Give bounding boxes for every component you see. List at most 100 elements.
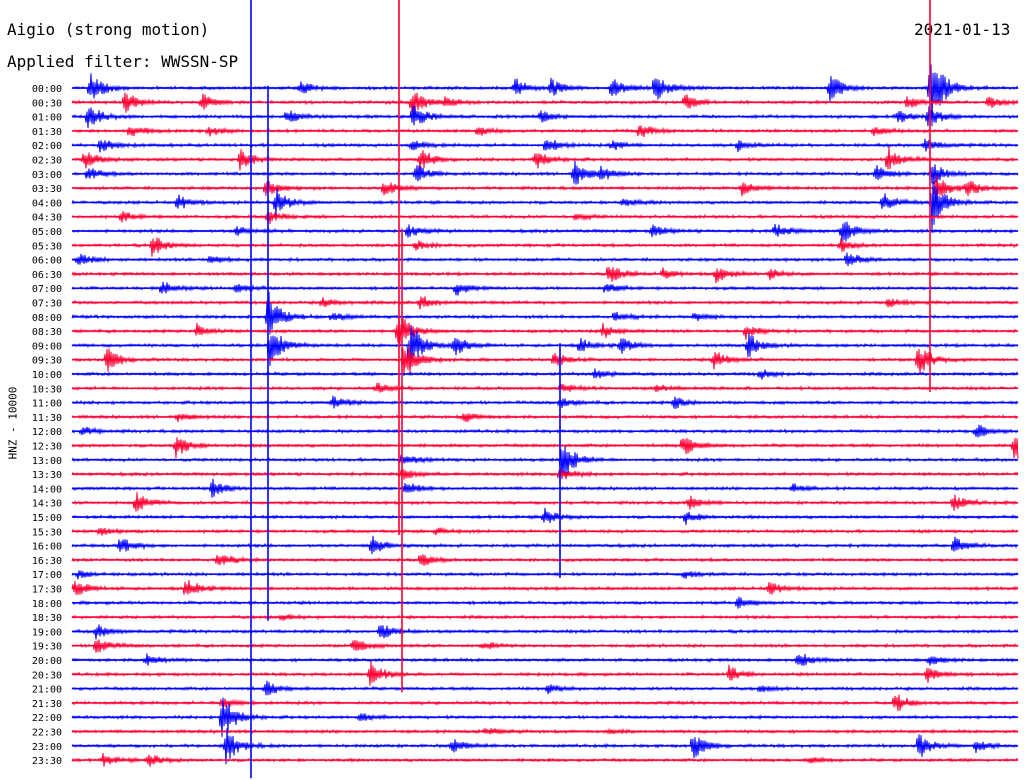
seismic-trace bbox=[71, 105, 1019, 129]
seismic-trace bbox=[71, 237, 1019, 257]
time-label: 12:00 bbox=[32, 427, 62, 438]
trace-group bbox=[71, 64, 1019, 767]
time-label: 04:30 bbox=[32, 213, 62, 224]
time-label-group: 00:00 00:30 01:00 01:30 02:00 02:30 03:00 03:30… bbox=[32, 84, 62, 767]
seismic-trace bbox=[71, 368, 1019, 380]
seismic-trace bbox=[71, 221, 1019, 242]
time-label: 05:00 bbox=[32, 227, 62, 238]
time-label: 03:30 bbox=[32, 184, 62, 195]
time-label: 13:30 bbox=[32, 470, 62, 481]
seismic-trace bbox=[71, 316, 1019, 345]
time-label: 10:00 bbox=[32, 370, 62, 381]
time-label: 18:30 bbox=[32, 613, 62, 624]
time-label: 14:00 bbox=[32, 484, 62, 495]
spike-group bbox=[250, 0, 931, 779]
seismic-trace bbox=[71, 138, 1019, 153]
time-label: 16:00 bbox=[32, 542, 62, 553]
time-label: 10:30 bbox=[32, 384, 62, 395]
seismic-trace bbox=[71, 325, 1019, 372]
time-label: 08:30 bbox=[32, 327, 62, 338]
seismic-trace bbox=[71, 267, 1019, 284]
seismic-trace bbox=[71, 345, 1019, 376]
time-label: 09:30 bbox=[32, 356, 62, 367]
time-label: 04:00 bbox=[32, 198, 62, 209]
seismic-trace bbox=[71, 281, 1019, 296]
seismic-trace bbox=[71, 661, 1019, 686]
time-label: 21:00 bbox=[32, 685, 62, 696]
seismic-trace bbox=[71, 694, 1019, 712]
seismic-trace bbox=[71, 752, 1019, 767]
time-label: 01:30 bbox=[32, 127, 62, 138]
seismic-trace bbox=[71, 596, 1019, 609]
seismic-trace bbox=[71, 92, 1019, 115]
seismic-trace bbox=[71, 211, 1019, 224]
time-label: 00:30 bbox=[32, 98, 62, 109]
seismic-trace bbox=[71, 492, 1019, 512]
seismic-trace bbox=[71, 146, 1019, 171]
seismic-trace bbox=[71, 697, 1019, 737]
time-label: 20:30 bbox=[32, 670, 62, 681]
time-label: 18:00 bbox=[32, 599, 62, 610]
time-label: 07:30 bbox=[32, 299, 62, 310]
seismic-trace bbox=[71, 526, 1019, 536]
time-label: 02:00 bbox=[32, 141, 62, 152]
seismic-trace bbox=[71, 680, 1019, 696]
seismic-trace bbox=[71, 382, 1019, 393]
seismic-trace bbox=[71, 579, 1019, 595]
seismic-trace bbox=[71, 437, 1019, 459]
time-label: 12:30 bbox=[32, 442, 62, 453]
time-label: 07:00 bbox=[32, 284, 62, 295]
time-label: 13:00 bbox=[32, 456, 62, 467]
time-label: 15:00 bbox=[32, 513, 62, 524]
time-label: 09:00 bbox=[32, 341, 62, 352]
time-label: 06:30 bbox=[32, 270, 62, 281]
seismic-trace bbox=[71, 424, 1019, 438]
time-label: 01:00 bbox=[32, 113, 62, 124]
time-label: 21:30 bbox=[32, 699, 62, 710]
seismic-trace bbox=[71, 468, 1019, 480]
seismic-trace bbox=[71, 653, 1019, 666]
seismic-trace bbox=[71, 639, 1019, 653]
time-label: 17:30 bbox=[32, 585, 62, 596]
time-label: 06:00 bbox=[32, 256, 62, 267]
seismic-trace bbox=[71, 624, 1019, 640]
seismic-trace bbox=[71, 125, 1019, 137]
seismic-trace bbox=[71, 478, 1019, 498]
time-label: 16:30 bbox=[32, 556, 62, 567]
seismic-trace bbox=[71, 727, 1019, 735]
time-label: 14:30 bbox=[32, 499, 62, 510]
seismic-trace bbox=[71, 181, 1019, 231]
seismic-trace bbox=[71, 613, 1019, 622]
time-label: 05:30 bbox=[32, 241, 62, 252]
time-label: 20:00 bbox=[32, 656, 62, 667]
filter-label: Applied filter: WWSSN-SP bbox=[7, 52, 239, 71]
time-label: 00:00 bbox=[32, 84, 62, 95]
seismic-trace bbox=[71, 446, 1019, 480]
time-label: 08:00 bbox=[32, 313, 62, 324]
seismic-trace bbox=[71, 728, 1019, 765]
time-label: 22:30 bbox=[32, 728, 62, 739]
time-label: 03:00 bbox=[32, 170, 62, 181]
time-label: 23:00 bbox=[32, 742, 62, 753]
time-label: 15:30 bbox=[32, 527, 62, 538]
time-label: 19:00 bbox=[32, 627, 62, 638]
seismic-trace bbox=[71, 296, 1019, 310]
seismic-trace bbox=[71, 395, 1019, 409]
seismic-trace bbox=[71, 535, 1019, 555]
time-label: 11:00 bbox=[32, 399, 62, 410]
seismic-trace bbox=[71, 160, 1019, 185]
seismic-trace bbox=[71, 252, 1019, 267]
seismic-trace bbox=[71, 507, 1019, 525]
time-label: 02:30 bbox=[32, 156, 62, 167]
seismic-trace bbox=[71, 291, 1019, 335]
time-label: 23:30 bbox=[32, 756, 62, 767]
seismic-trace bbox=[71, 570, 1019, 580]
time-label: 19:30 bbox=[32, 642, 62, 653]
chart-date: 2021-01-13 bbox=[914, 20, 1011, 39]
time-label: 17:00 bbox=[32, 570, 62, 581]
seismic-trace bbox=[71, 64, 1019, 127]
chart-title: Aigio (strong motion) bbox=[7, 20, 210, 39]
time-label: 11:30 bbox=[32, 413, 62, 424]
seismic-trace bbox=[71, 554, 1019, 566]
